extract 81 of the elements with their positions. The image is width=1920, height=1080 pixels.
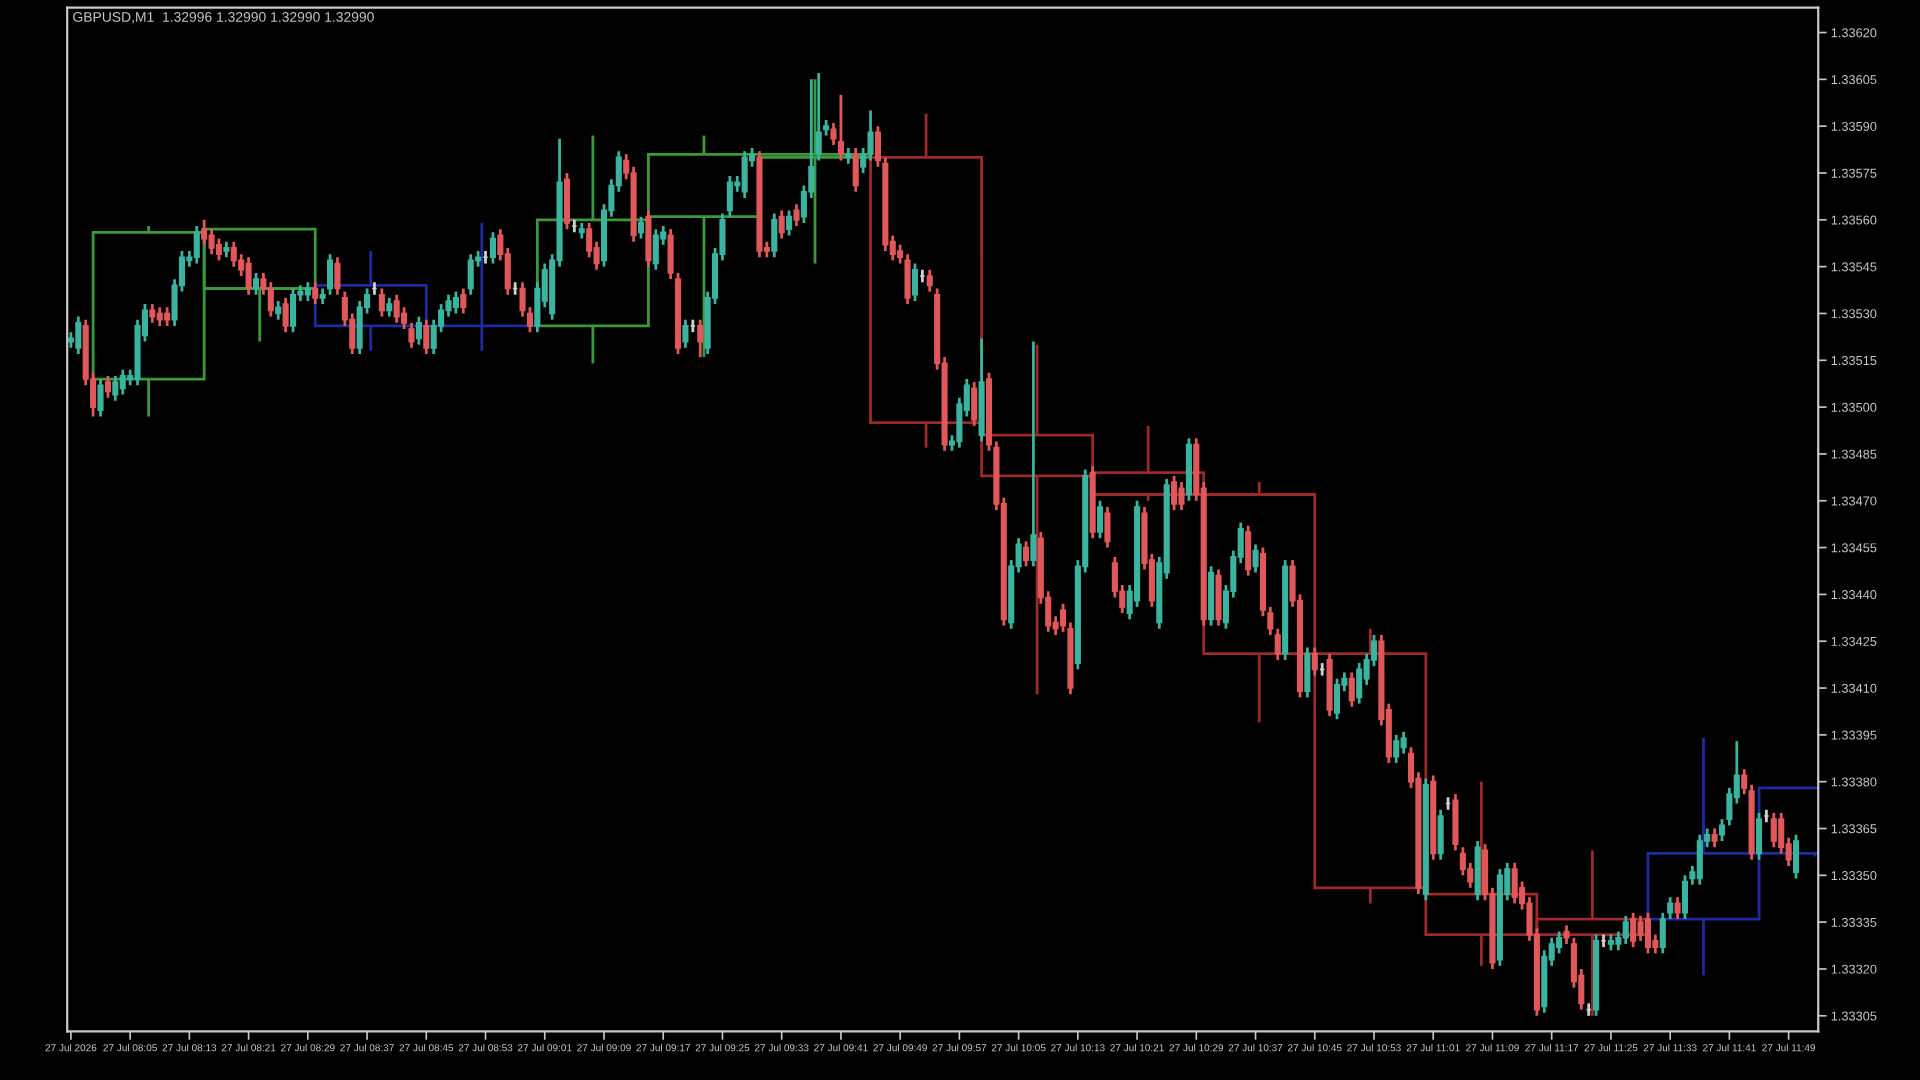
candlestick: [1681, 873, 1689, 921]
candlestick: [230, 240, 237, 269]
candlestick: [682, 318, 689, 350]
candlestick: [334, 255, 341, 297]
candlestick: [460, 287, 467, 315]
candlestick: [1171, 474, 1178, 512]
candlestick: [393, 293, 400, 325]
candlestick: [1208, 564, 1215, 627]
candlestick: [267, 280, 274, 318]
candlestick: [1304, 646, 1311, 699]
candlestick: [793, 202, 800, 228]
candlestick: [904, 252, 911, 306]
candlestick: [563, 171, 571, 231]
candlestick: [245, 255, 252, 297]
candlestick: [452, 290, 459, 315]
candlestick: [304, 280, 311, 303]
candlestick: [1755, 811, 1763, 862]
candlestick: [1711, 827, 1718, 849]
candlestick: [1215, 568, 1222, 627]
candlestick: [112, 374, 119, 403]
candlestick: [1393, 733, 1400, 765]
candlestick: [386, 296, 393, 318]
candlestick: [193, 224, 200, 265]
candlestick: [282, 296, 289, 334]
candlestick: [201, 218, 208, 247]
candlestick: [289, 287, 297, 334]
candlestick: [423, 318, 430, 356]
candlestick: [1511, 861, 1518, 905]
candlestick: [697, 318, 704, 359]
candlestick: [1104, 505, 1111, 549]
candlestick: [97, 377, 104, 418]
candlestick: [726, 174, 733, 219]
candlestick: [926, 268, 933, 293]
candlestick: [1452, 792, 1459, 852]
candlestick: [378, 287, 385, 318]
candlestick: [771, 212, 778, 259]
candlestick: [1348, 671, 1355, 709]
candlestick: [415, 315, 422, 347]
candlestick: [156, 305, 163, 328]
candlestick: [1437, 808, 1444, 862]
candlestick: [1474, 839, 1481, 902]
candlestick: [786, 209, 793, 237]
candlestick: [1792, 833, 1800, 880]
candlestick: [489, 230, 496, 265]
candlestick: [1644, 911, 1652, 955]
candlestick: [1022, 539, 1030, 568]
candlestick: [1770, 811, 1777, 849]
candlestick: [1630, 911, 1637, 949]
candlestick: [1674, 895, 1681, 921]
candlestick: [164, 305, 171, 328]
candlestick: [778, 209, 785, 240]
candlestick: [75, 315, 82, 356]
candlestick: [149, 302, 156, 325]
candlestick: [1178, 480, 1185, 512]
candlestick: [652, 227, 659, 272]
candlestick: [1637, 914, 1644, 943]
candlestick: [215, 237, 223, 262]
candlestick: [119, 368, 126, 397]
candlestick: [1696, 833, 1703, 887]
candlestick: [1245, 524, 1252, 578]
candlestick: [312, 280, 319, 306]
candlestick: [1356, 661, 1363, 706]
candlestick: [1252, 543, 1259, 574]
candlestick: [208, 227, 215, 256]
candlestick: [252, 271, 260, 297]
candlestick: [275, 299, 282, 322]
candlestick: [104, 374, 111, 400]
candlestick: [837, 93, 844, 162]
candlestick: [971, 380, 978, 428]
candlestick: [1311, 646, 1318, 677]
candlestick: [637, 215, 645, 240]
candlestick: [852, 146, 859, 194]
candlestick: [467, 252, 474, 297]
candlestick: [741, 149, 748, 200]
candlestick: [911, 262, 919, 303]
candlestick: [1622, 914, 1629, 946]
candlestick: [326, 252, 334, 297]
candlestick: [1096, 499, 1104, 540]
candlestick: [1333, 677, 1341, 721]
candlestick: [1400, 730, 1407, 755]
candlestick: [645, 209, 652, 269]
